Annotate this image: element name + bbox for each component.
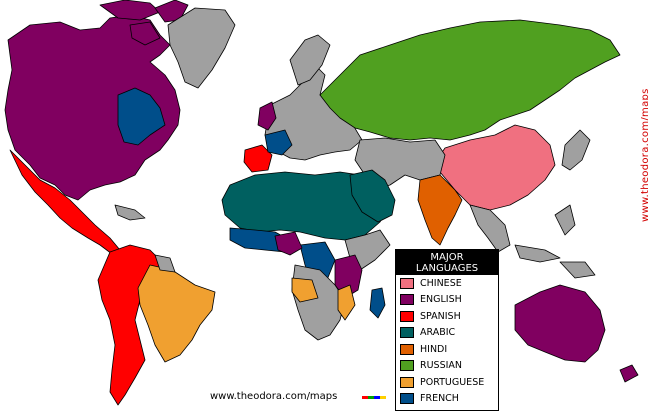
legend-label: RUSSIAN — [420, 360, 463, 372]
land-france — [264, 129, 293, 156]
legend-item-portuguese: PORTUGUESE — [396, 374, 498, 391]
footer-url-text: www.theodora.com/maps — [210, 391, 338, 402]
land-brazil — [137, 264, 216, 363]
legend-item-english: ENGLISH — [396, 292, 498, 309]
legend-item-russian: RUSSIAN — [396, 358, 498, 375]
land-southeast-asia — [469, 204, 576, 263]
land-west-africa-english — [274, 231, 303, 256]
land-japan — [561, 129, 591, 171]
legend-swatch — [400, 277, 414, 289]
footer-color-strip — [362, 396, 386, 399]
legend-label: ENGLISH — [420, 294, 462, 306]
legend-item-hindi: HINDI — [396, 341, 498, 358]
land-india — [417, 174, 463, 246]
land-madagascar — [369, 287, 386, 319]
land-britain — [257, 101, 277, 131]
legend-swatch — [400, 393, 414, 405]
legend-swatch — [400, 310, 414, 322]
legend-item-arabic: ARABIC — [396, 325, 498, 342]
legend-item-french: FRENCH — [396, 391, 498, 408]
legend-title: MAJOR LANGUAGES — [396, 250, 498, 275]
region-north-america-english — [4, 0, 189, 201]
legend-swatch — [400, 343, 414, 355]
legend-swatch — [400, 294, 414, 306]
land-arabian-peninsula — [349, 169, 396, 223]
legend: MAJOR LANGUAGES CHINESE ENGLISH SPANISH … — [395, 249, 499, 411]
land-scandinavia — [289, 34, 331, 86]
land-quebec — [117, 87, 166, 146]
land-iberia — [243, 144, 273, 173]
land-greenland — [167, 7, 236, 89]
land-greenland-north — [154, 0, 189, 23]
legend-label: HINDI — [420, 343, 448, 355]
legend-swatch — [400, 327, 414, 339]
land-new-guinea — [559, 261, 596, 279]
legend-label: CHINESE — [420, 277, 462, 289]
land-angola — [291, 277, 319, 303]
land-china — [437, 124, 556, 211]
side-url: www.theodora.com/maps — [640, 52, 648, 222]
legend-label: SPANISH — [420, 310, 461, 322]
land-russia — [319, 19, 621, 141]
land-australia — [514, 284, 606, 363]
land-new-zealand — [619, 364, 639, 383]
legend-label: PORTUGUESE — [420, 376, 485, 388]
land-guianas — [154, 254, 176, 273]
legend-item-spanish: SPANISH — [396, 308, 498, 325]
side-url-text: www.theodora.com/maps — [640, 88, 648, 222]
legend-title-line1: MAJOR — [430, 252, 464, 263]
legend-label: ARABIC — [420, 327, 456, 339]
legend-swatch — [400, 360, 414, 372]
legend-label: FRENCH — [420, 393, 459, 405]
land-caribbean — [114, 204, 146, 221]
land-mozambique — [337, 284, 356, 321]
legend-item-chinese: CHINESE — [396, 275, 498, 292]
legend-title-line2: LANGUAGES — [415, 263, 479, 274]
legend-swatch — [400, 376, 414, 388]
